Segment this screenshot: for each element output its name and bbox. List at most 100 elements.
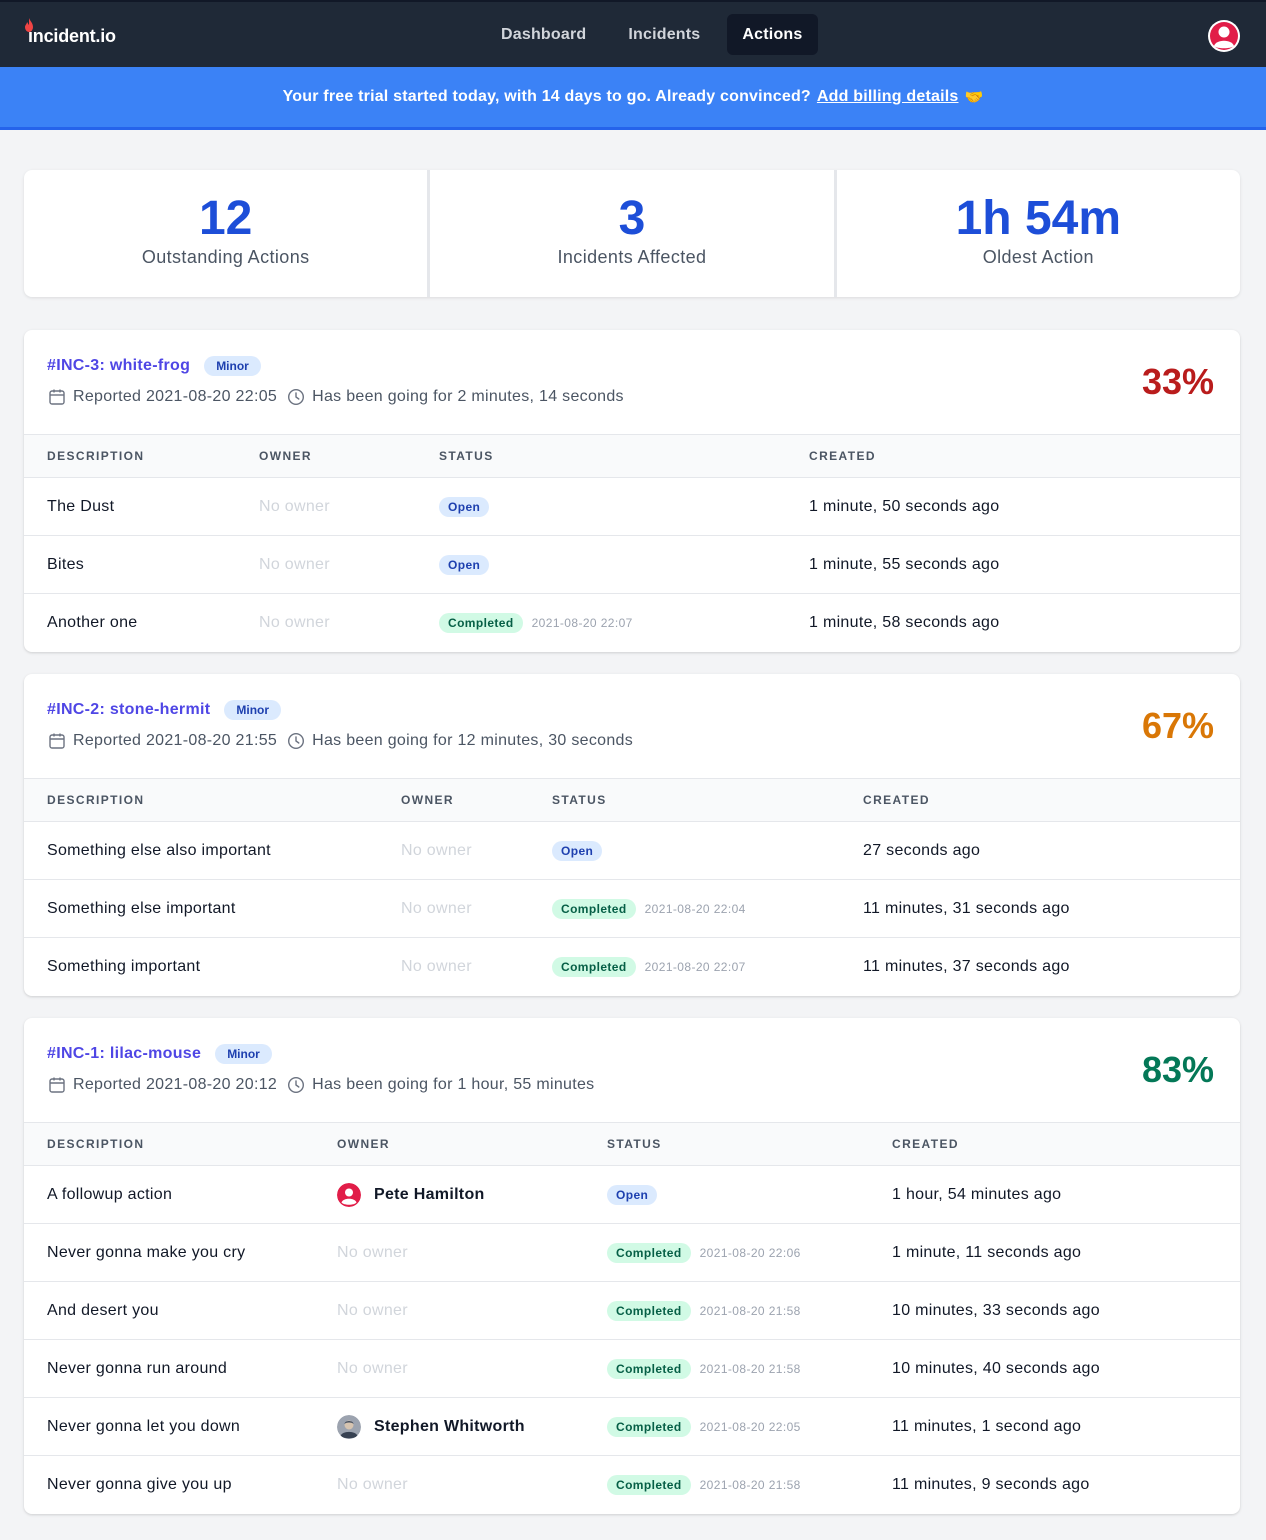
nav-actions[interactable]: Actions	[727, 14, 818, 55]
action-created: 11 minutes, 31 seconds ago	[863, 899, 1070, 917]
action-row[interactable]: Something important No owner Completed 2021…	[24, 938, 1240, 996]
user-icon	[337, 1182, 361, 1207]
billing-link[interactable]: Add billing details	[816, 88, 959, 105]
action-status: Completed 2021-08-20 22:04	[552, 880, 746, 937]
column-description: DESCRIPTION	[47, 1137, 145, 1151]
severity-badge: Minor	[215, 1044, 272, 1064]
stat-value: 1h 54m	[955, 192, 1122, 245]
trial-banner: Your free trial started today, with 14 d…	[0, 67, 1266, 130]
incident-duration: Has been going for 1 hour, 55 minutes	[312, 1076, 595, 1093]
nav-incidents[interactable]: Incidents	[628, 25, 701, 43]
nav-dashboard[interactable]: Dashboard	[501, 25, 587, 43]
status-badge: Completed	[607, 1242, 691, 1263]
status-badge: Open	[439, 496, 490, 517]
action-description: Never gonna make you cry	[47, 1243, 246, 1261]
column-status: STATUS	[552, 793, 607, 807]
owner-name: No owner	[401, 899, 472, 917]
action-created: 1 minute, 58 seconds ago	[809, 613, 1000, 631]
action-status: Completed 2021-08-20 22:05	[607, 1398, 801, 1455]
owner-name: No owner	[259, 555, 330, 573]
action-status: Completed 2021-08-20 21:58	[607, 1282, 801, 1339]
action-status: Open	[439, 536, 490, 593]
owner-name: No owner	[259, 497, 330, 515]
incident-link[interactable]: #INC-2: stone-hermit	[47, 701, 211, 718]
table-header: DESCRIPTION OWNER STATUS CREATED	[24, 435, 1240, 478]
completed-time: 2021-08-20 22:04	[644, 901, 746, 916]
action-status: Open	[607, 1166, 658, 1223]
action-row[interactable]: Never gonna run around No owner Completed 2…	[24, 1340, 1240, 1398]
action-created: 1 minute, 55 seconds ago	[809, 555, 1000, 573]
action-description: Something else important	[47, 899, 236, 917]
banner-text: Your free trial started today, with 14 d…	[282, 88, 811, 105]
owner-name: No owner	[337, 1359, 408, 1377]
column-owner: OWNER	[337, 1137, 390, 1151]
incident-duration: Has been going for 12 minutes, 30 second…	[312, 732, 634, 749]
status-badge: Completed	[607, 1474, 691, 1495]
incident-title-row: #INC-1: lilac-mouse Minor	[47, 1044, 272, 1064]
action-owner: Stephen Whitworth	[337, 1398, 525, 1455]
status-badge: Open	[607, 1184, 658, 1205]
action-row[interactable]: Another one No owner Completed 2021-08-20 2…	[24, 594, 1240, 652]
stat-label: Oldest Action	[982, 247, 1094, 267]
action-row[interactable]: And desert you No owner Completed 2021-08-2…	[24, 1282, 1240, 1340]
incident-card: #INC-2: stone-hermit Minor Reported 2021-0…	[24, 674, 1240, 996]
stat-outstanding-actions: 12 Outstanding Actions	[24, 170, 428, 297]
action-created: 27 seconds ago	[863, 841, 981, 859]
action-row[interactable]: Something else important No owner Complete…	[24, 880, 1240, 938]
incident-header: #INC-2: stone-hermit Minor Reported 2021-0…	[24, 674, 1240, 779]
logo[interactable]: incident.io	[24, 18, 116, 50]
action-description: Never gonna let you down	[47, 1417, 241, 1435]
status-badge: Completed	[607, 1358, 691, 1379]
action-created: 1 hour, 54 minutes ago	[892, 1185, 1062, 1203]
action-status: Open	[552, 822, 603, 879]
completed-time: 2021-08-20 22:06	[699, 1245, 801, 1260]
action-owner: No owner	[337, 1224, 408, 1281]
reported-time: Reported 2021-08-20 21:55	[73, 732, 278, 749]
column-status: STATUS	[439, 449, 494, 463]
stat-value: 12	[198, 192, 253, 245]
main-nav: Dashboard Incidents Actions	[486, 14, 830, 55]
column-description: DESCRIPTION	[47, 793, 145, 807]
status-badge: Completed	[607, 1416, 691, 1437]
user-avatar-icon[interactable]	[1207, 19, 1241, 53]
stat-value: 3	[618, 192, 646, 245]
action-row[interactable]: Never gonna make you cry No owner Complete…	[24, 1224, 1240, 1282]
completed-time: 2021-08-20 22:07	[531, 615, 633, 630]
action-owner: Pete Hamilton	[337, 1166, 485, 1223]
action-owner: No owner	[259, 478, 330, 535]
action-description: A followup action	[47, 1185, 173, 1203]
completion-percent: 33%	[1141, 361, 1214, 402]
action-row[interactable]: Never gonna give you up No owner Completed…	[24, 1456, 1240, 1514]
action-row[interactable]: Bites No owner Open 1 minute, 55 seconds ag…	[24, 536, 1240, 594]
action-row[interactable]: Never gonna let you down Stephen Whitwort…	[24, 1398, 1240, 1456]
owner-name: No owner	[401, 957, 472, 975]
owner-name: Pete Hamilton	[374, 1185, 485, 1203]
reported-time: Reported 2021-08-20 20:12	[73, 1076, 278, 1093]
incident-meta: Reported 2021-08-20 20:12 Has been going …	[48, 1076, 594, 1094]
calendar-icon	[49, 389, 65, 405]
stat-oldest-action: 1h 54m Oldest Action	[836, 170, 1240, 297]
action-status: Completed 2021-08-20 22:06	[607, 1224, 801, 1281]
action-owner: No owner	[337, 1282, 408, 1339]
action-description: Something else also important	[47, 841, 271, 859]
column-status: STATUS	[607, 1137, 662, 1151]
action-row[interactable]: Something else also important No owner Ope…	[24, 822, 1240, 880]
incident-link[interactable]: #INC-3: white-frog	[47, 357, 191, 374]
column-owner: OWNER	[401, 793, 454, 807]
incident-header: #INC-1: lilac-mouse Minor Reported 2021-08…	[24, 1018, 1240, 1123]
action-description: Never gonna run around	[47, 1359, 228, 1377]
action-created: 1 minute, 50 seconds ago	[809, 497, 1000, 515]
incident-title-row: #INC-2: stone-hermit Minor	[47, 700, 282, 720]
action-row[interactable]: A followup action Pete Hamilton Open 1 hour…	[24, 1166, 1240, 1224]
handshake-icon: 🤝	[964, 89, 984, 106]
incident-link[interactable]: #INC-1: lilac-mouse	[47, 1045, 202, 1062]
completed-time: 2021-08-20 22:07	[644, 959, 746, 974]
action-status: Open	[439, 478, 490, 535]
action-created: 11 minutes, 1 second ago	[892, 1417, 1082, 1435]
column-created: CREATED	[892, 1137, 959, 1151]
action-description: The Dust	[47, 497, 115, 515]
stats-panel: 12 Outstanding Actions 3 Incidents Affec…	[24, 170, 1240, 297]
action-row[interactable]: The Dust No owner Open 1 minute, 50 seconds…	[24, 478, 1240, 536]
top-nav: incident.io Dashboard Incidents Actions	[0, 0, 1266, 67]
incident-card: #INC-1: lilac-mouse Minor Reported 2021-08…	[24, 1018, 1240, 1514]
